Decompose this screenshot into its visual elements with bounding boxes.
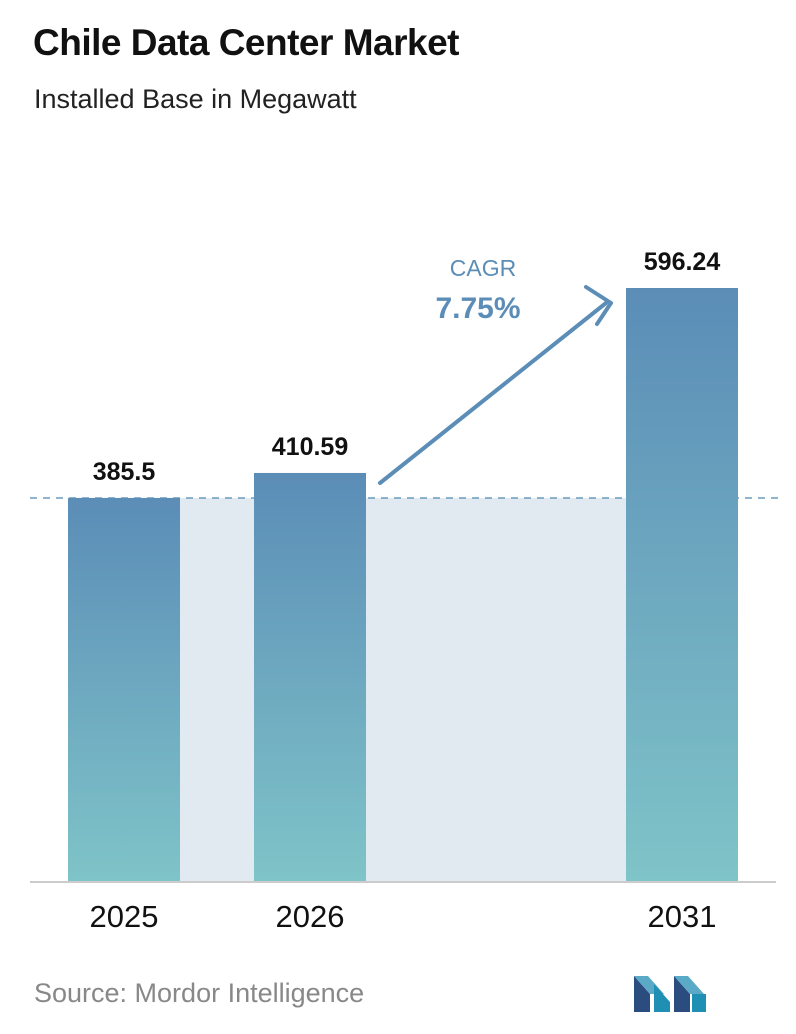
source-note: Source: Mordor Intelligence bbox=[34, 978, 365, 1008]
bar-2026 bbox=[254, 472, 366, 882]
mordor-intelligence-logo-icon bbox=[634, 976, 706, 1012]
x-tick-label-2031: 2031 bbox=[648, 899, 717, 934]
chart-subtitle: Installed Base in Megawatt bbox=[34, 84, 357, 114]
data-label-2026: 410.59 bbox=[272, 433, 348, 461]
bar-2025 bbox=[68, 497, 180, 882]
cagr-arrow bbox=[378, 285, 613, 485]
data-label-2025: 385.5 bbox=[93, 458, 156, 486]
x-tick-label-2026: 2026 bbox=[276, 899, 345, 934]
chart-title: Chile Data Center Market bbox=[33, 22, 459, 63]
cagr-value: 7.75% bbox=[435, 292, 520, 325]
x-tick-label-2025: 2025 bbox=[90, 899, 159, 934]
cagr-label: CAGR bbox=[450, 255, 516, 281]
data-label-2031: 596.24 bbox=[644, 248, 721, 276]
bar-2031 bbox=[626, 288, 738, 882]
